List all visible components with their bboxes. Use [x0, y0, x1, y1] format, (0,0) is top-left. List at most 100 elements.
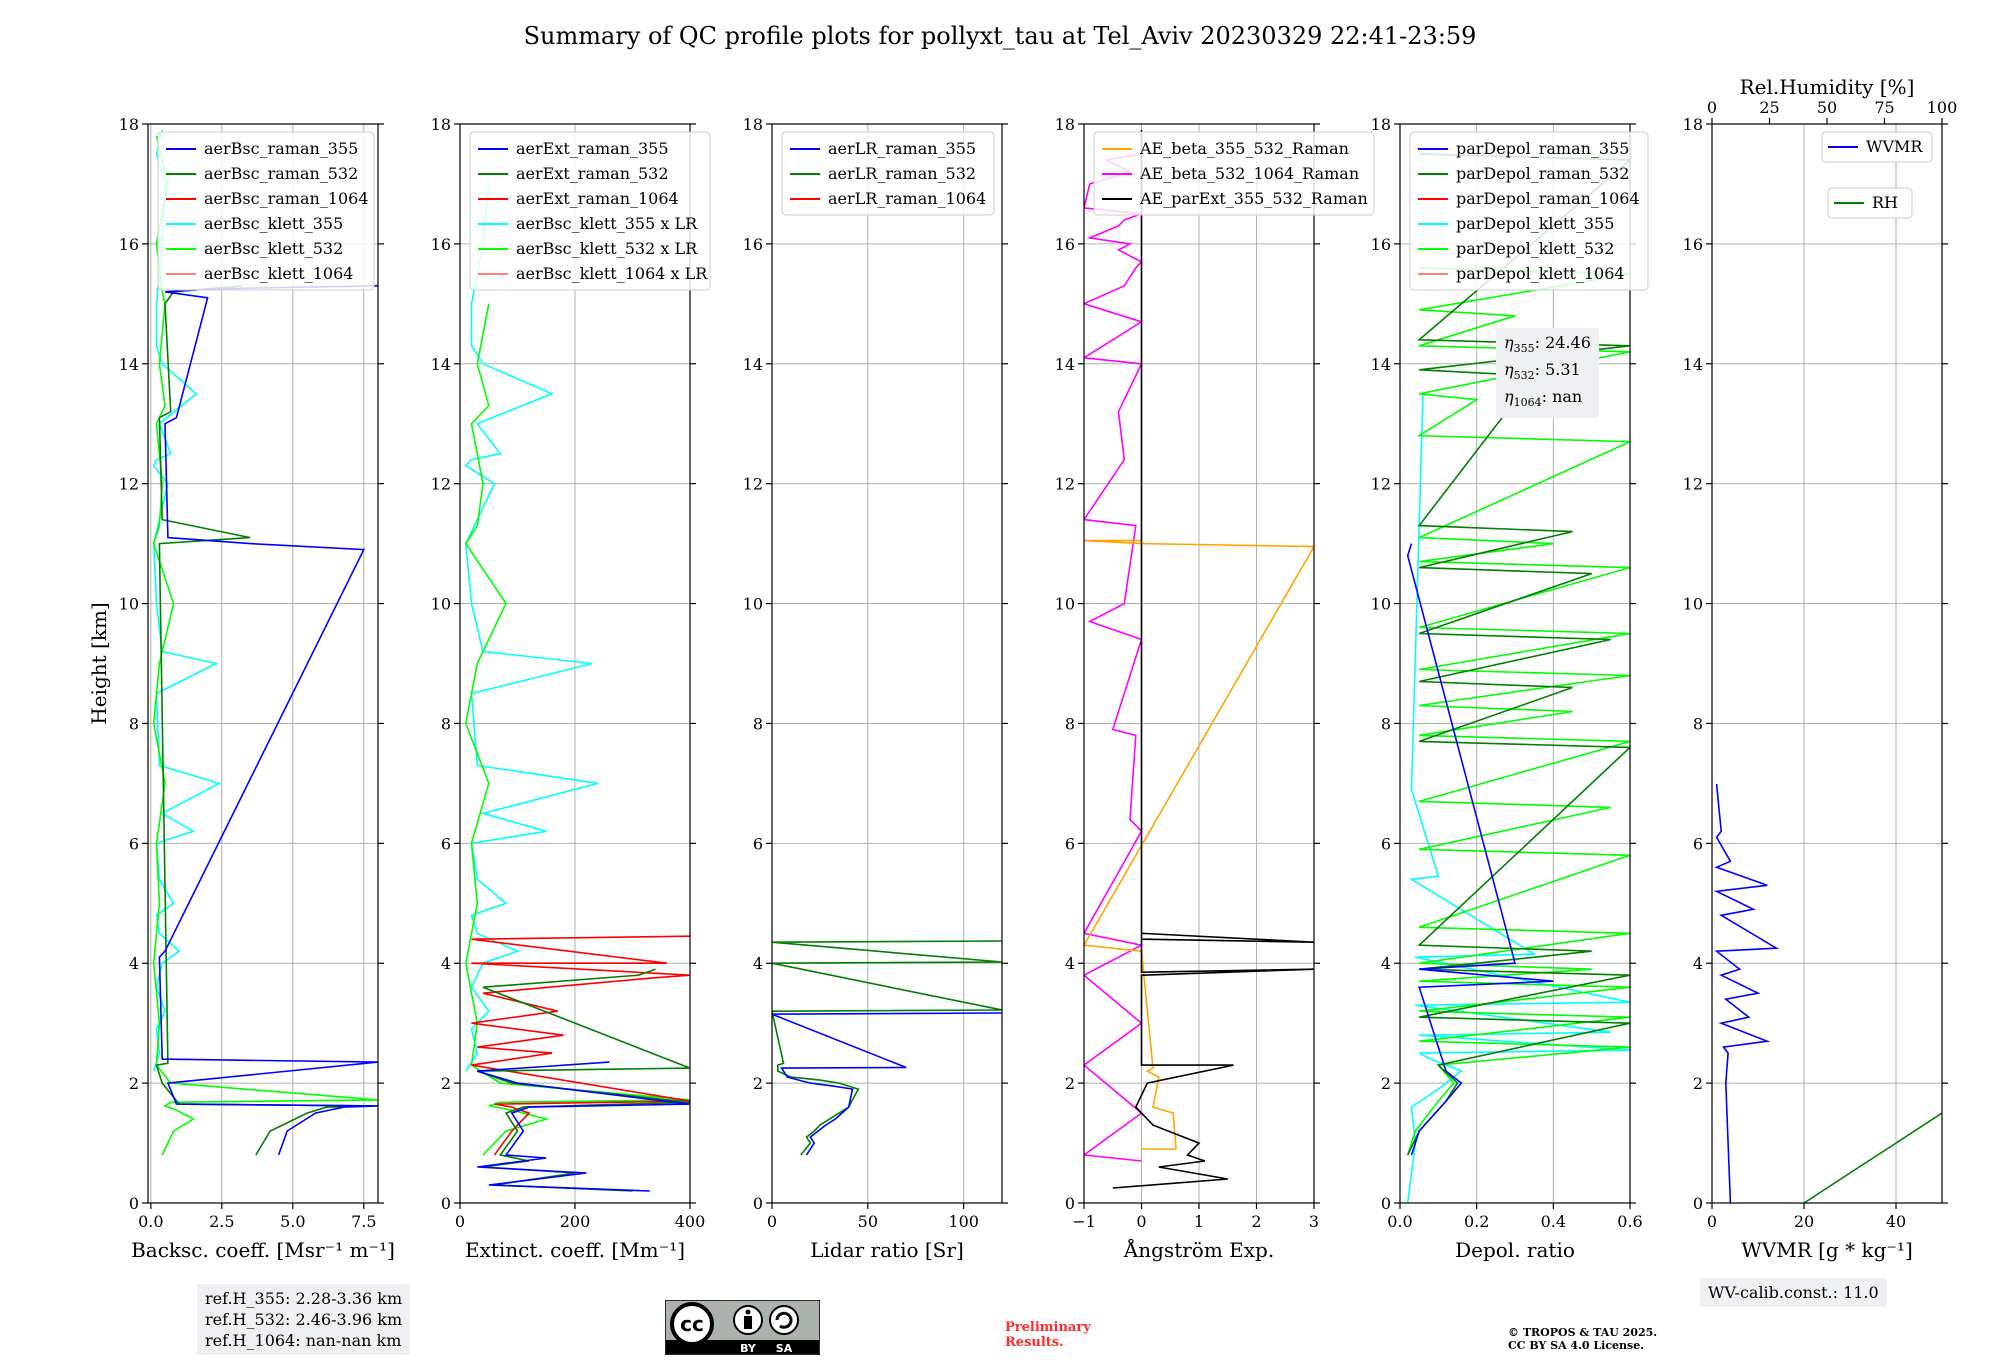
backscatter-xtick-label-0: 0.0 — [138, 1212, 163, 1231]
backscatter-ytick-label-10: 10 — [119, 595, 139, 614]
lidar_ratio-ytick-label-10: 10 — [743, 595, 763, 614]
depolarization-ytick-label-2: 2 — [1381, 1074, 1391, 1093]
wvmr-ytick-label-8: 8 — [1693, 714, 1703, 733]
depolarization-legend-label-5: parDepol_klett_1064 — [1456, 264, 1625, 283]
depolarization-ytick-label-16: 16 — [1371, 235, 1391, 254]
depolarization-ytick-label-14: 14 — [1371, 355, 1391, 374]
copyright-note: © TROPOS & TAU 2025. CC BY SA 4.0 Licens… — [1508, 1326, 1657, 1352]
y-axis-label: Height [km] — [87, 602, 111, 724]
angstrom-xtick-label-2: 2 — [1251, 1212, 1261, 1231]
angstrom-ytick-label-4: 4 — [1065, 954, 1075, 973]
depolarization-ytick-label-0: 0 — [1381, 1194, 1391, 1213]
wvmr-xtick-label-0: 0 — [1707, 1212, 1717, 1231]
depolarization-legend-label-0: parDepol_raman_355 — [1456, 139, 1629, 158]
wvmr-series-WVMR — [1713, 783, 1780, 1203]
angstrom-xlabel: Ångström Exp. — [1123, 1237, 1274, 1262]
angstrom-legend-label-0: AE_beta_355_532_Raman — [1139, 139, 1349, 158]
extinction-xlabel: Extinct. coeff. [Mm⁻¹] — [465, 1238, 685, 1262]
angstrom-series-AE_beta_532_1064_Raman — [1084, 153, 1144, 1162]
refh-532-text: ref.H_532: 2.46-3.96 km — [205, 1310, 403, 1329]
backscatter-ytick-label-8: 8 — [129, 714, 139, 733]
cc-sa-text: SA — [776, 1342, 793, 1355]
copyright-line-2: CC BY SA 4.0 License. — [1508, 1339, 1645, 1352]
reference-height-box: ref.H_355: 2.28-3.36 km ref.H_532: 2.46-… — [197, 1284, 411, 1355]
angstrom-legend-label-1: AE_beta_532_1064_Raman — [1139, 164, 1359, 183]
lidar_ratio-ytick-label-8: 8 — [753, 714, 763, 733]
lidar_ratio-ytick-label-12: 12 — [743, 475, 763, 494]
eta-532-row: η532: 5.31 — [1504, 360, 1581, 383]
extinction-ytick-label-4: 4 — [441, 954, 451, 973]
lidar_ratio-legend-label-1: aerLR_raman_532 — [828, 164, 976, 183]
angstrom-ytick-label-18: 18 — [1055, 115, 1075, 134]
depolarization-ytick-label-10: 10 — [1371, 595, 1391, 614]
extinction-ytick-label-6: 6 — [441, 834, 451, 853]
eta-355-row: η355: 24.46 — [1504, 333, 1591, 356]
extinction-ytick-label-14: 14 — [431, 355, 451, 374]
depolarization-ytick-label-8: 8 — [1381, 714, 1391, 733]
wvmr-legend-label-0: WVMR — [1866, 137, 1923, 156]
depolarization-series-parDepol_klett_532 — [1406, 267, 1630, 1156]
refh-355-text: ref.H_355: 2.28-3.36 km — [205, 1289, 403, 1308]
backscatter-legend-label-4: aerBsc_klett_532 — [204, 239, 343, 258]
extinction-ytick-label-8: 8 — [441, 714, 451, 733]
backscatter-xlabel: Backsc. coeff. [Msr⁻¹ m⁻¹] — [131, 1238, 395, 1262]
depolarization-legend-label-4: parDepol_klett_532 — [1456, 239, 1614, 258]
wvmr-xtick-label-40: 40 — [1886, 1212, 1906, 1231]
lidar_ratio-xtick-label-50: 50 — [858, 1212, 878, 1231]
depolarization-ytick-label-18: 18 — [1371, 115, 1391, 134]
wvmr-ytick-label-10: 10 — [1683, 595, 1703, 614]
depolarization-xtick-label-0.2: 0.2 — [1464, 1212, 1489, 1231]
wvmr-ytick-label-4: 4 — [1693, 954, 1703, 973]
backscatter-ytick-label-14: 14 — [119, 355, 139, 374]
depolarization-xlabel: Depol. ratio — [1455, 1238, 1575, 1262]
depolarization-series-parDepol_raman_532 — [1406, 153, 1630, 1156]
extinction-legend-label-0: aerExt_raman_355 — [516, 139, 669, 158]
preliminary-line-2: Results. — [1005, 1335, 1064, 1350]
extinction-legend-label-3: aerBsc_klett_355 x LR — [516, 214, 698, 233]
copyright-line-1: © TROPOS & TAU 2025. — [1508, 1326, 1658, 1339]
backscatter-series-aerBsc_klett_355 — [152, 129, 222, 1072]
refh-1064-text: ref.H_1064: nan-nan km — [205, 1331, 402, 1350]
wvmr-toptick-label-50: 50 — [1817, 98, 1837, 117]
lidar_ratio-legend-box — [781, 131, 995, 216]
depolarization-ytick-label-4: 4 — [1381, 954, 1391, 973]
depolarization-xtick-label-0: 0.0 — [1387, 1212, 1412, 1231]
lidar_ratio-xtick-label-100: 100 — [948, 1212, 979, 1231]
wvmr-legend-label-1: RH — [1872, 193, 1898, 212]
extinction-ytick-label-2: 2 — [441, 1074, 451, 1093]
backscatter-xtick-label-5: 5.0 — [280, 1212, 305, 1231]
extinction-legend-box — [469, 131, 711, 291]
angstrom-ytick-label-14: 14 — [1055, 355, 1075, 374]
wvmr-ytick-label-18: 18 — [1683, 115, 1703, 134]
angstrom-ytick-label-10: 10 — [1055, 595, 1075, 614]
backscatter-frame — [147, 123, 379, 1204]
backscatter-xtick-label-2.5: 2.5 — [209, 1212, 234, 1231]
lidar_ratio-ytick-label-16: 16 — [743, 235, 763, 254]
backscatter-series-aerBsc_raman_532 — [155, 285, 376, 1156]
depolarization-legend-label-3: parDepol_klett_355 — [1456, 214, 1614, 233]
angstrom-ytick-label-12: 12 — [1055, 475, 1075, 494]
lidar_ratio-xlabel: Lidar ratio [Sr] — [810, 1238, 964, 1262]
preliminary-note: Preliminary Results. — [1005, 1320, 1091, 1350]
wvmr-series-RH — [1803, 962, 1942, 1203]
backscatter-xtick-label-7.5: 7.5 — [351, 1212, 376, 1231]
wvmr-toptick-label-100: 100 — [1927, 98, 1958, 117]
extinction-legend-label-4: aerBsc_klett_532 x LR — [516, 239, 698, 258]
extinction-series-aerExt_raman_1064 — [471, 935, 690, 1156]
backscatter-ytick-label-4: 4 — [129, 954, 139, 973]
wvmr-xtick-label-20: 20 — [1794, 1212, 1814, 1231]
extinction-legend-label-1: aerExt_raman_532 — [516, 164, 669, 183]
backscatter-ytick-label-12: 12 — [119, 475, 139, 494]
lidar_ratio-series-aerLR_raman_355 — [772, 1012, 1002, 1156]
wvmr-ytick-label-6: 6 — [1693, 834, 1703, 853]
backscatter-legend-label-5: aerBsc_klett_1064 — [204, 264, 353, 283]
eta-box: η355: 24.46 η532: 5.31 η1064: nan — [1496, 328, 1599, 418]
wvmr-legend-box-0 — [1821, 131, 1933, 163]
extinction-ytick-label-16: 16 — [431, 235, 451, 254]
wvmr-ytick-label-12: 12 — [1683, 475, 1703, 494]
lidar_ratio-frame — [771, 123, 1003, 1204]
extinction-legend-label-5: aerBsc_klett_1064 x LR — [516, 264, 708, 283]
eta-1064-value: nan — [1552, 387, 1583, 407]
backscatter-legend-label-3: aerBsc_klett_355 — [204, 214, 343, 233]
